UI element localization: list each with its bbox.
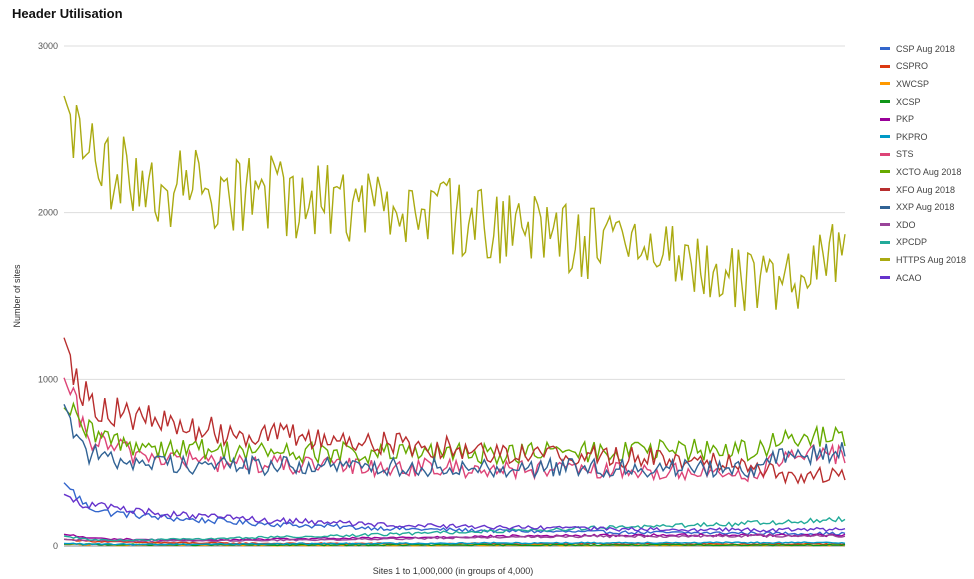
y-tick-label: 0	[53, 541, 58, 551]
legend-swatch	[880, 64, 890, 68]
legend-item[interactable]: XDO	[880, 216, 966, 234]
legend-label: XCSP	[896, 96, 921, 107]
legend-swatch	[880, 205, 890, 209]
legend-item[interactable]: HTTPS Aug 2018	[880, 251, 966, 269]
legend-swatch	[880, 188, 890, 192]
legend-item[interactable]: PKP	[880, 110, 966, 128]
legend-item[interactable]: XCTO Aug 2018	[880, 163, 966, 181]
legend-swatch	[880, 152, 890, 156]
legend-swatch	[880, 223, 890, 227]
legend-label: CSP Aug 2018	[896, 43, 955, 54]
legend-label: XXP Aug 2018	[896, 202, 955, 213]
legend-swatch	[880, 47, 890, 51]
legend-swatch	[880, 276, 890, 280]
legend-label: XDO	[896, 219, 916, 230]
y-tick-label: 2000	[38, 208, 58, 218]
legend-item[interactable]: XFO Aug 2018	[880, 181, 966, 199]
legend-label: XPCDP	[896, 237, 928, 248]
legend-item[interactable]: ACAO	[880, 269, 966, 287]
legend-item[interactable]: XCSP	[880, 93, 966, 111]
legend-label: PKP	[896, 114, 915, 125]
series-line	[63, 534, 846, 543]
legend-item[interactable]: PKPRO	[880, 128, 966, 146]
series-line	[63, 482, 846, 536]
legend-swatch	[880, 240, 890, 244]
series-line	[63, 541, 846, 546]
legend-item[interactable]: XWCSP	[880, 75, 966, 93]
legend-swatch	[880, 82, 890, 86]
legend-swatch	[880, 117, 890, 121]
legend-label: HTTPS Aug 2018	[896, 254, 967, 265]
legend-label: XCTO Aug 2018	[896, 166, 962, 177]
series-line	[63, 337, 846, 485]
series-line	[63, 377, 846, 483]
legend-item[interactable]: STS	[880, 146, 966, 164]
y-axis-label: Number of sites	[12, 264, 22, 328]
legend-label: PKPRO	[896, 131, 928, 142]
series-line	[64, 542, 846, 547]
series-line	[63, 404, 846, 480]
legend-swatch	[880, 135, 890, 139]
legend-item[interactable]: XXP Aug 2018	[880, 198, 966, 216]
y-axis-ticks: 0 1000 2000 3000	[38, 41, 58, 551]
legend-swatch	[880, 170, 890, 174]
legend-label: STS	[896, 149, 914, 160]
legend-label: ACAO	[896, 272, 922, 283]
legend-item[interactable]: CSPRO	[880, 58, 966, 76]
legend-label: CSPRO	[896, 61, 929, 72]
series-line	[63, 95, 846, 311]
legend-item[interactable]: CSP Aug 2018	[880, 40, 966, 58]
gridlines	[64, 45, 845, 547]
legend-label: XWCSP	[896, 78, 930, 89]
y-tick-label: 3000	[38, 41, 58, 51]
y-tick-label: 1000	[38, 374, 58, 384]
legend-swatch	[880, 100, 890, 104]
legend-swatch	[880, 258, 890, 262]
x-axis-label: Sites 1 to 1,000,000 (in groups of 4,000…	[373, 566, 534, 576]
series-line	[63, 401, 846, 467]
chart-title: Header Utilisation	[12, 6, 123, 21]
legend: CSP Aug 2018 CSPRO XWCSP XCSP PKP PKPRO STS XCT…	[880, 40, 966, 286]
series-line	[63, 515, 846, 542]
series-lines	[63, 95, 846, 547]
legend-label: XFO Aug 2018	[896, 184, 956, 195]
legend-item[interactable]: XPCDP	[880, 234, 966, 252]
series-line	[63, 493, 846, 533]
